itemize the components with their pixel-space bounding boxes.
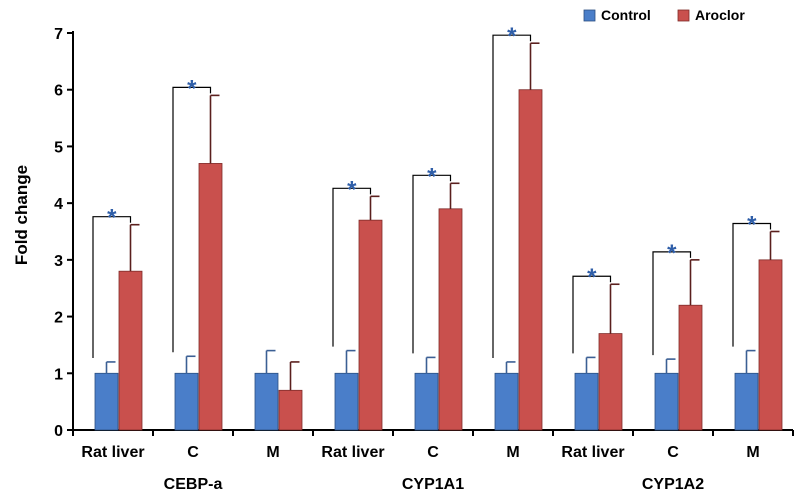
significance-star: * bbox=[187, 75, 197, 102]
significance-bracket bbox=[572, 275, 612, 354]
legend-label-aroclor: Aroclor bbox=[695, 7, 745, 23]
bar-control bbox=[574, 372, 599, 431]
bar-control bbox=[494, 372, 519, 431]
group-label: CYP1A2 bbox=[642, 476, 704, 493]
legend: Control Aroclor bbox=[583, 7, 745, 23]
bar-aroclor bbox=[118, 270, 143, 431]
y-tick-label: 2 bbox=[54, 310, 63, 327]
y-tick-label: 6 bbox=[54, 83, 63, 100]
bar-aroclor bbox=[758, 259, 783, 431]
bar-aroclor bbox=[278, 389, 303, 431]
y-tick-label: 1 bbox=[54, 366, 63, 383]
y-tick-label: 7 bbox=[54, 26, 63, 43]
bar-control bbox=[414, 372, 439, 431]
x-tick-label: Rat liver bbox=[561, 444, 624, 461]
x-tick-label: C bbox=[667, 444, 679, 461]
x-tick-label: C bbox=[427, 444, 439, 461]
x-tick-label: Rat liver bbox=[81, 444, 144, 461]
bar-control bbox=[254, 372, 279, 431]
bar-aroclor bbox=[358, 219, 383, 431]
x-tick-label: M bbox=[266, 444, 279, 461]
significance-star: * bbox=[507, 23, 517, 50]
bar-aroclor bbox=[518, 89, 543, 431]
bar-aroclor bbox=[198, 163, 223, 431]
significance-bracket bbox=[732, 222, 772, 347]
legend-label-control: Control bbox=[601, 7, 651, 23]
significance-bracket bbox=[492, 34, 532, 358]
significance-bracket bbox=[92, 216, 132, 358]
significance-star: * bbox=[747, 212, 757, 239]
x-tick-label: C bbox=[187, 444, 199, 461]
bar-control bbox=[334, 372, 359, 431]
bar-control bbox=[94, 372, 119, 431]
bar-aroclor bbox=[598, 333, 623, 431]
significance-bracket bbox=[332, 187, 372, 347]
significance-bracket bbox=[172, 86, 212, 353]
significance-star: * bbox=[347, 176, 357, 203]
bar-control bbox=[734, 372, 759, 431]
bar-control bbox=[174, 372, 199, 431]
x-tick-label: M bbox=[746, 444, 759, 461]
y-tick-label: 3 bbox=[54, 253, 63, 270]
bar-aroclor bbox=[678, 304, 703, 431]
significance-star: * bbox=[667, 240, 677, 267]
legend-swatch-aroclor bbox=[677, 9, 690, 22]
significance-star: * bbox=[427, 163, 437, 190]
significance-bracket bbox=[652, 251, 692, 356]
group-label: CEBP-a bbox=[164, 476, 223, 493]
x-tick-label: M bbox=[506, 444, 519, 461]
x-tick-label: Rat liver bbox=[321, 444, 384, 461]
y-axis-label: Fold change bbox=[12, 165, 31, 265]
significance-star: * bbox=[107, 205, 117, 232]
bar-control bbox=[654, 372, 679, 431]
group-label: CYP1A1 bbox=[402, 476, 464, 493]
significance-star: * bbox=[587, 264, 597, 291]
y-tick-label: 5 bbox=[54, 139, 63, 156]
y-tick-label: 4 bbox=[54, 196, 63, 213]
legend-swatch-control bbox=[583, 9, 596, 22]
plot-area: 0 1 2 3 4 5 6 7 Rat liver * C * M Rat liver * C * M * Rat l… bbox=[54, 23, 794, 493]
significance-bracket bbox=[412, 174, 452, 354]
bar-aroclor bbox=[438, 208, 463, 431]
y-tick-label: 0 bbox=[54, 423, 63, 440]
